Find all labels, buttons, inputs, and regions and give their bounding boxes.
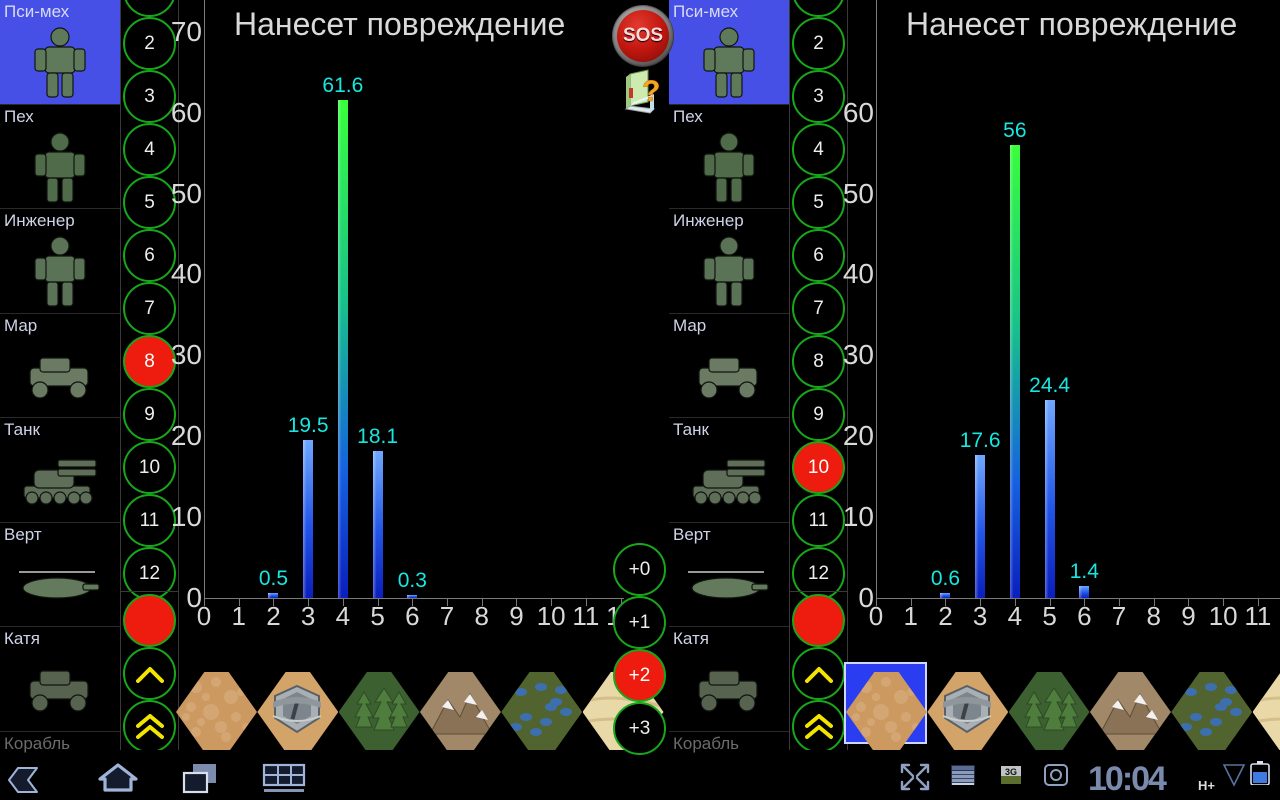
svg-text:?: ? bbox=[642, 75, 660, 108]
svg-text:3G: 3G bbox=[1005, 767, 1017, 777]
